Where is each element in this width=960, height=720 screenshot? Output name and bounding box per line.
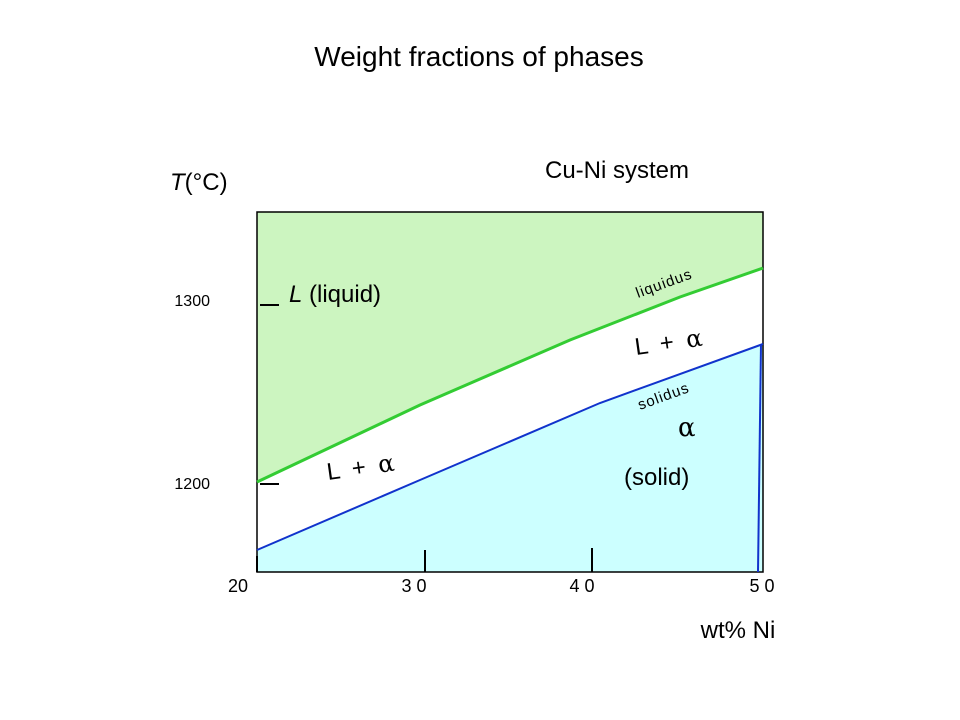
alpha-phase-symbol: α (678, 413, 696, 443)
liquid-region (257, 212, 763, 482)
liquid-text: (liquid) (302, 281, 381, 308)
y-tick-label-1200: 1200 (174, 476, 210, 493)
two-phase-label-high: L + α (633, 324, 704, 361)
x-tick-label-30: 3 0 (401, 576, 426, 596)
two-phase-low-text: L + (325, 452, 380, 486)
solid-region (257, 344, 763, 572)
alpha-symbol-low: α (376, 449, 396, 479)
y-axis-label-unit: (°C) (185, 169, 228, 196)
two-phase-high-text: L + (633, 327, 688, 361)
two-phase-label-low: L + α (325, 449, 396, 486)
diagram-title: Weight fractions of phases (314, 41, 643, 72)
liquid-region-label: L (liquid) (289, 281, 381, 308)
y-axis-label-var: T (170, 169, 187, 196)
solidus-end-line (757, 343, 762, 573)
x-axis-label: wt% Ni (700, 617, 776, 644)
liquidus-curve (256, 266, 764, 484)
solidus-curve (256, 343, 764, 551)
y-tick-label-1300: 1300 (174, 293, 210, 310)
system-label: Cu-Ni system (545, 157, 689, 184)
x-tick-label-40: 4 0 (569, 576, 594, 596)
liquid-symbol: L (289, 281, 302, 308)
x-tick-label-20: 20 (228, 576, 248, 596)
alpha-symbol-high: α (684, 324, 704, 354)
y-axis-label: T(°C) (170, 169, 228, 196)
plot-frame (256, 211, 764, 573)
solid-region-label: (solid) (624, 464, 689, 491)
x-tick-label-50: 5 0 (749, 576, 774, 596)
